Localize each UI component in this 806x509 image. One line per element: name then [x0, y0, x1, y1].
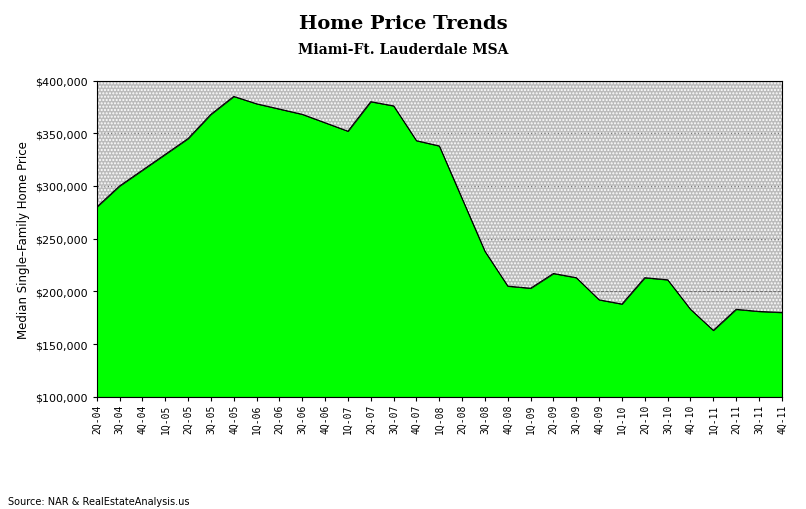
- Text: Source: NAR & RealEstateAnalysis.us: Source: NAR & RealEstateAnalysis.us: [8, 496, 189, 506]
- Text: Home Price Trends: Home Price Trends: [299, 15, 507, 33]
- Text: Miami-Ft. Lauderdale MSA: Miami-Ft. Lauderdale MSA: [297, 42, 509, 56]
- Y-axis label: Median Single–Family Home Price: Median Single–Family Home Price: [16, 140, 30, 338]
